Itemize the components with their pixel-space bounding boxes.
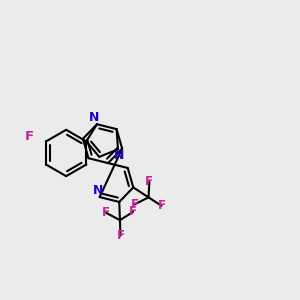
Text: F: F — [102, 206, 110, 219]
Text: N: N — [93, 184, 103, 197]
Text: F: F — [146, 176, 153, 188]
Text: F: F — [116, 229, 124, 242]
Text: F: F — [24, 130, 33, 143]
Text: F: F — [158, 199, 166, 212]
Text: F: F — [131, 198, 139, 211]
Text: F: F — [129, 206, 137, 218]
Text: N: N — [89, 111, 99, 124]
Text: N: N — [114, 149, 124, 162]
